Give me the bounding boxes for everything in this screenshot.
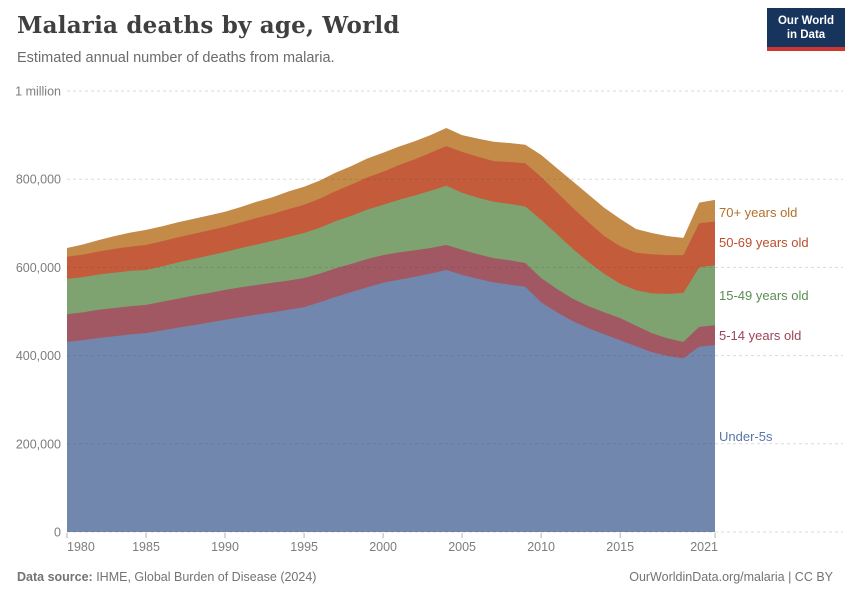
x-axis-label-2005: 2005 xyxy=(448,540,476,554)
license-link[interactable]: OurWorldinData.org/malaria | CC BY xyxy=(629,570,833,584)
x-axis-label-1985: 1985 xyxy=(132,540,160,554)
x-axis-label-1995: 1995 xyxy=(290,540,318,554)
legend-label-70-years-old[interactable]: 70+ years old xyxy=(719,205,797,220)
y-axis-label-200-000: 200,000 xyxy=(16,437,61,451)
y-axis-label-0: 0 xyxy=(54,526,61,540)
x-axis-label-1990: 1990 xyxy=(211,540,239,554)
area-under-5s[interactable] xyxy=(67,270,715,532)
data-source-note: Data source: IHME, Global Burden of Dise… xyxy=(17,570,316,584)
x-axis-label-1980: 1980 xyxy=(67,540,95,554)
owid-logo-line2: in Data xyxy=(786,29,826,41)
data-source-label: Data source: xyxy=(17,570,93,584)
y-axis-label-1-million: 1 million xyxy=(15,85,61,99)
chart-subtitle: Estimated annual number of deaths from m… xyxy=(17,50,335,66)
legend-label-15-49-years-old[interactable]: 15-49 years old xyxy=(719,288,809,303)
x-axis-label-2021: 2021 xyxy=(690,540,718,554)
x-axis-label-2010: 2010 xyxy=(527,540,555,554)
y-axis-label-400-000: 400,000 xyxy=(16,349,61,363)
page-title: Malaria deaths by age, World xyxy=(17,12,400,39)
legend-label-under-5s[interactable]: Under-5s xyxy=(719,429,773,444)
x-axis-label-2015: 2015 xyxy=(606,540,634,554)
data-source-value: IHME, Global Burden of Disease (2024) xyxy=(92,570,317,584)
owid-logo-line1: Our World xyxy=(777,15,834,27)
owid-logo: Our World in Data xyxy=(767,8,845,51)
legend-label-5-14-years-old[interactable]: 5-14 years old xyxy=(719,328,801,343)
y-axis-label-800-000: 800,000 xyxy=(16,173,61,187)
y-axis-label-600-000: 600,000 xyxy=(16,261,61,275)
legend-label-50-69-years-old[interactable]: 50-69 years old xyxy=(719,235,809,250)
x-axis-label-2000: 2000 xyxy=(369,540,397,554)
